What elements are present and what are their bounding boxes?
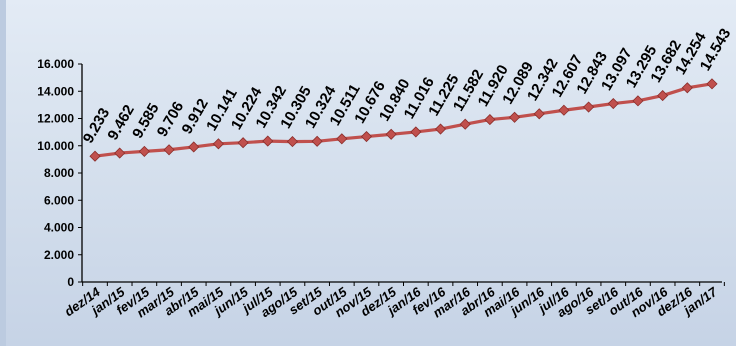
data-point <box>657 90 669 102</box>
data-point <box>484 114 496 126</box>
data-point <box>706 78 718 90</box>
y-tick-label: 12.000 <box>37 112 74 126</box>
data-point <box>607 97 619 110</box>
data-point <box>410 126 422 138</box>
line-chart: 0 2.000 4.000 6.000 8.000 10.000 12.000 14.000 1… <box>37 26 735 321</box>
y-tick-label: 16.000 <box>37 57 74 71</box>
data-point <box>681 82 693 94</box>
data-point <box>237 137 249 149</box>
data-label: 9.585 <box>129 100 162 141</box>
data-point <box>385 128 397 140</box>
data-point <box>262 135 274 147</box>
data-label: 9.462 <box>104 102 137 143</box>
data-label: 9.912 <box>178 96 211 137</box>
data-point <box>459 118 471 130</box>
y-tick-label: 2.000 <box>44 248 74 262</box>
data-label: 9.233 <box>80 105 113 146</box>
data-point <box>533 108 545 120</box>
x-tick-labels: dez/14jan/15fev/15mar/15abr/15mai/15jun/… <box>62 284 721 321</box>
data-point <box>632 95 644 107</box>
y-tick-label: 6.000 <box>44 193 74 207</box>
data-point <box>114 147 126 159</box>
y-tick-label: 0 <box>67 275 74 289</box>
y-tick-label: 8.000 <box>44 166 74 180</box>
axes <box>78 63 725 286</box>
y-tick-label: 10.000 <box>37 139 74 153</box>
data-point <box>286 136 299 148</box>
data-point <box>311 135 323 147</box>
data-point <box>188 141 200 153</box>
y-tick-labels: 0 2.000 4.000 6.000 8.000 10.000 12.000 14.000 1… <box>37 57 74 289</box>
data-point <box>558 104 570 116</box>
data-point <box>508 111 521 123</box>
data-point <box>138 145 150 157</box>
y-tick-label: 4.000 <box>44 221 74 235</box>
y-tick-label: 14.000 <box>37 84 74 98</box>
data-point <box>89 150 101 162</box>
data-point <box>163 144 175 156</box>
data-label: 9.706 <box>154 99 187 140</box>
series <box>89 78 718 162</box>
data-labels: 9.2339.4629.5859.7069.91210.14110.22410.… <box>80 26 735 147</box>
data-point <box>360 130 373 143</box>
data-point <box>212 138 224 150</box>
data-point <box>336 133 348 145</box>
data-point <box>583 101 595 113</box>
data-point <box>434 123 447 135</box>
